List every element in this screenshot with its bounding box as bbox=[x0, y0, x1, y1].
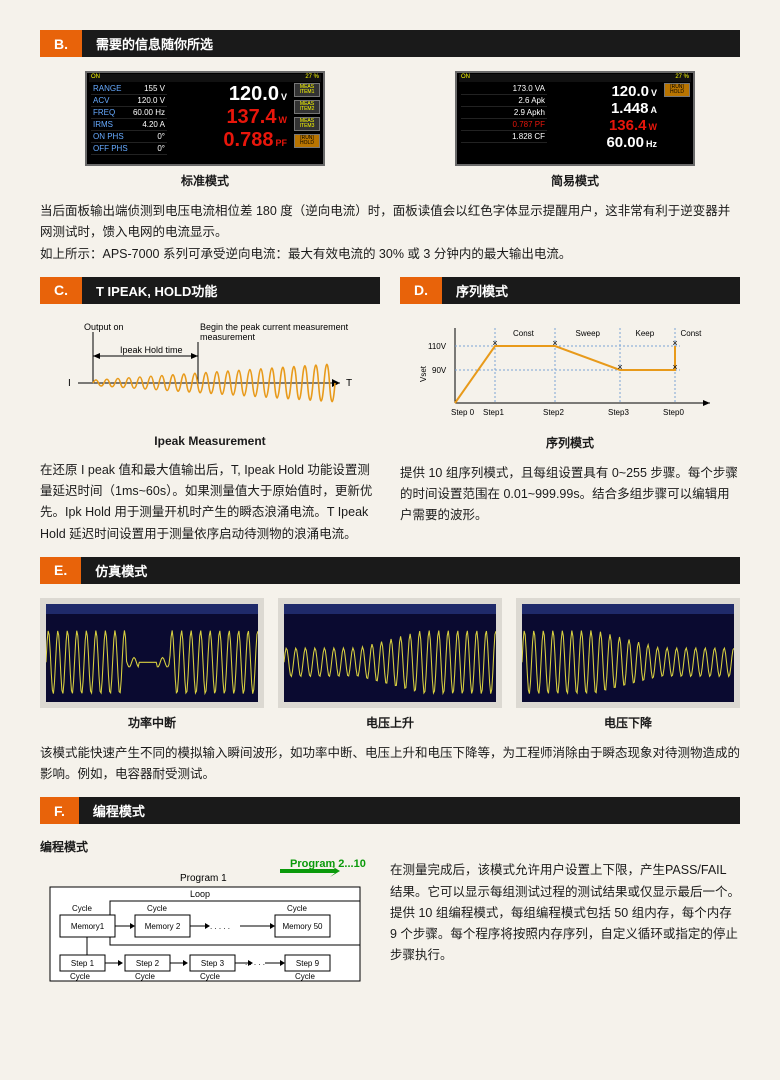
section-d-header: D. 序列模式 bbox=[400, 277, 740, 304]
svg-text:Vset: Vset bbox=[420, 365, 428, 382]
svg-text:Memory 50: Memory 50 bbox=[282, 922, 323, 931]
section-d-body: 提供 10 组序列模式，且每组设置具有 0~255 步骤。每个步骤的时间设置范围… bbox=[400, 463, 740, 527]
svg-text:Loop: Loop bbox=[190, 889, 210, 899]
sequence-diagram: 110V 90V Vset ××××× ConstSweepKeepConst … bbox=[420, 318, 720, 428]
svg-text:Step 3: Step 3 bbox=[201, 959, 225, 968]
svg-text:. . . . .: . . . . . bbox=[245, 958, 265, 967]
section-e-body: 该模式能快速产生不同的模拟输入瞬间波形，如功率中断、电压上升和电压下降等，为工程… bbox=[40, 743, 740, 786]
svg-text:Step0: Step0 bbox=[663, 408, 684, 417]
caption-simple: 简易模式 bbox=[455, 172, 695, 189]
svg-text:Cycle: Cycle bbox=[200, 972, 221, 981]
scope-caption-2: 电压下降 bbox=[516, 714, 740, 731]
section-f-header: F. 编程模式 bbox=[40, 797, 740, 824]
svg-text:Memory1: Memory1 bbox=[71, 922, 105, 931]
svg-text:Sweep: Sweep bbox=[576, 329, 601, 338]
svg-text:Begin the peak current measure: Begin the peak current measurement bbox=[200, 322, 349, 332]
caption-standard: 标准模式 bbox=[85, 172, 325, 189]
section-f-body: 在测量完成后，该模式允许用户设置上下限，产生PASS/FAIL 结果。它可以显示… bbox=[390, 860, 740, 966]
sections-cd: C. T IPEAK, HOLD功能 Output on Begin the p… bbox=[40, 277, 740, 557]
svg-text:110V: 110V bbox=[428, 342, 447, 351]
lcd-standard: ON27 % RANGE155 VACV120.0 VFREQ60.00 HzI… bbox=[85, 71, 325, 166]
svg-text:Step 9: Step 9 bbox=[296, 959, 320, 968]
svg-text:measurement: measurement bbox=[200, 332, 256, 342]
svg-text:Step1: Step1 bbox=[483, 408, 504, 417]
section-f-content: 编程模式 Program 2...10 Program 1 Loop Cycle… bbox=[40, 838, 740, 992]
ipeak-diagram: Output on Begin the peak current measure… bbox=[60, 318, 360, 428]
svg-text:Ipeak Hold time: Ipeak Hold time bbox=[120, 345, 183, 355]
scope-1 bbox=[278, 598, 502, 708]
svg-text:. . . . .: . . . . . bbox=[210, 922, 230, 931]
section-b-header: B. 需要的信息随你所选 bbox=[40, 30, 740, 57]
svg-text:Keep: Keep bbox=[636, 329, 655, 338]
svg-text:Step2: Step2 bbox=[543, 408, 564, 417]
program-heading: 编程模式 bbox=[40, 838, 370, 855]
svg-text:Const: Const bbox=[681, 329, 703, 338]
svg-text:Cycle: Cycle bbox=[135, 972, 156, 981]
scope-caption-0: 功率中断 bbox=[40, 714, 264, 731]
section-c-body: 在还原 I peak 值和最大值输出后，T, Ipeak Hold 功能设置测量… bbox=[40, 460, 380, 545]
svg-text:Cycle: Cycle bbox=[287, 904, 308, 913]
scope-2 bbox=[516, 598, 740, 708]
lcd-simple: ON27 % 173.0 VA2.6 Apk2.9 Apkh0.787 PF1.… bbox=[455, 71, 695, 166]
svg-text:Cycle: Cycle bbox=[72, 904, 93, 913]
svg-text:Cycle: Cycle bbox=[70, 972, 91, 981]
scope-0 bbox=[40, 598, 264, 708]
svg-text:×: × bbox=[672, 362, 677, 372]
svg-text:×: × bbox=[492, 338, 497, 348]
svg-text:Output on: Output on bbox=[84, 322, 124, 332]
svg-text:I: I bbox=[68, 378, 71, 389]
svg-text:Cycle: Cycle bbox=[147, 904, 168, 913]
svg-text:Const: Const bbox=[513, 329, 535, 338]
svg-text:×: × bbox=[672, 338, 677, 348]
ipeak-caption: Ipeak Measurement bbox=[40, 434, 380, 448]
section-b-body: 当后面板输出端侦测到电压电流相位差 180 度（逆向电流）时，面板读值会以红色字… bbox=[40, 201, 740, 265]
svg-text:Memory 2: Memory 2 bbox=[145, 922, 181, 931]
svg-text:×: × bbox=[617, 362, 622, 372]
svg-text:Step 2: Step 2 bbox=[136, 959, 160, 968]
svg-text:×: × bbox=[552, 338, 557, 348]
panel-standard: ON27 % RANGE155 VACV120.0 VFREQ60.00 HzI… bbox=[85, 71, 325, 189]
svg-text:Cycle: Cycle bbox=[295, 972, 316, 981]
scope-caption-1: 电压上升 bbox=[278, 714, 502, 731]
svg-text:90V: 90V bbox=[432, 366, 447, 375]
scope-row: 功率中断电压上升电压下降 bbox=[40, 598, 740, 731]
section-e-header: E. 仿真模式 bbox=[40, 557, 740, 584]
section-b-panels: ON27 % RANGE155 VACV120.0 VFREQ60.00 HzI… bbox=[40, 71, 740, 189]
section-b-title: 需要的信息随你所选 bbox=[82, 30, 740, 57]
section-c-header: C. T IPEAK, HOLD功能 bbox=[40, 277, 380, 304]
sequence-caption: 序列模式 bbox=[400, 434, 740, 451]
section-b-letter: B. bbox=[40, 30, 82, 57]
svg-text:Step 0: Step 0 bbox=[451, 408, 475, 417]
svg-text:Program 1: Program 1 bbox=[180, 873, 227, 884]
svg-text:Step3: Step3 bbox=[608, 408, 629, 417]
panel-simple: ON27 % 173.0 VA2.6 Apk2.9 Apkh0.787 PF1.… bbox=[455, 71, 695, 189]
svg-text:T: T bbox=[346, 378, 352, 389]
program-diagram: Program 2...10 Program 1 Loop Cycle Memor… bbox=[40, 859, 370, 989]
svg-text:Program 2...10: Program 2...10 bbox=[290, 859, 366, 870]
svg-text:Step 1: Step 1 bbox=[71, 959, 95, 968]
